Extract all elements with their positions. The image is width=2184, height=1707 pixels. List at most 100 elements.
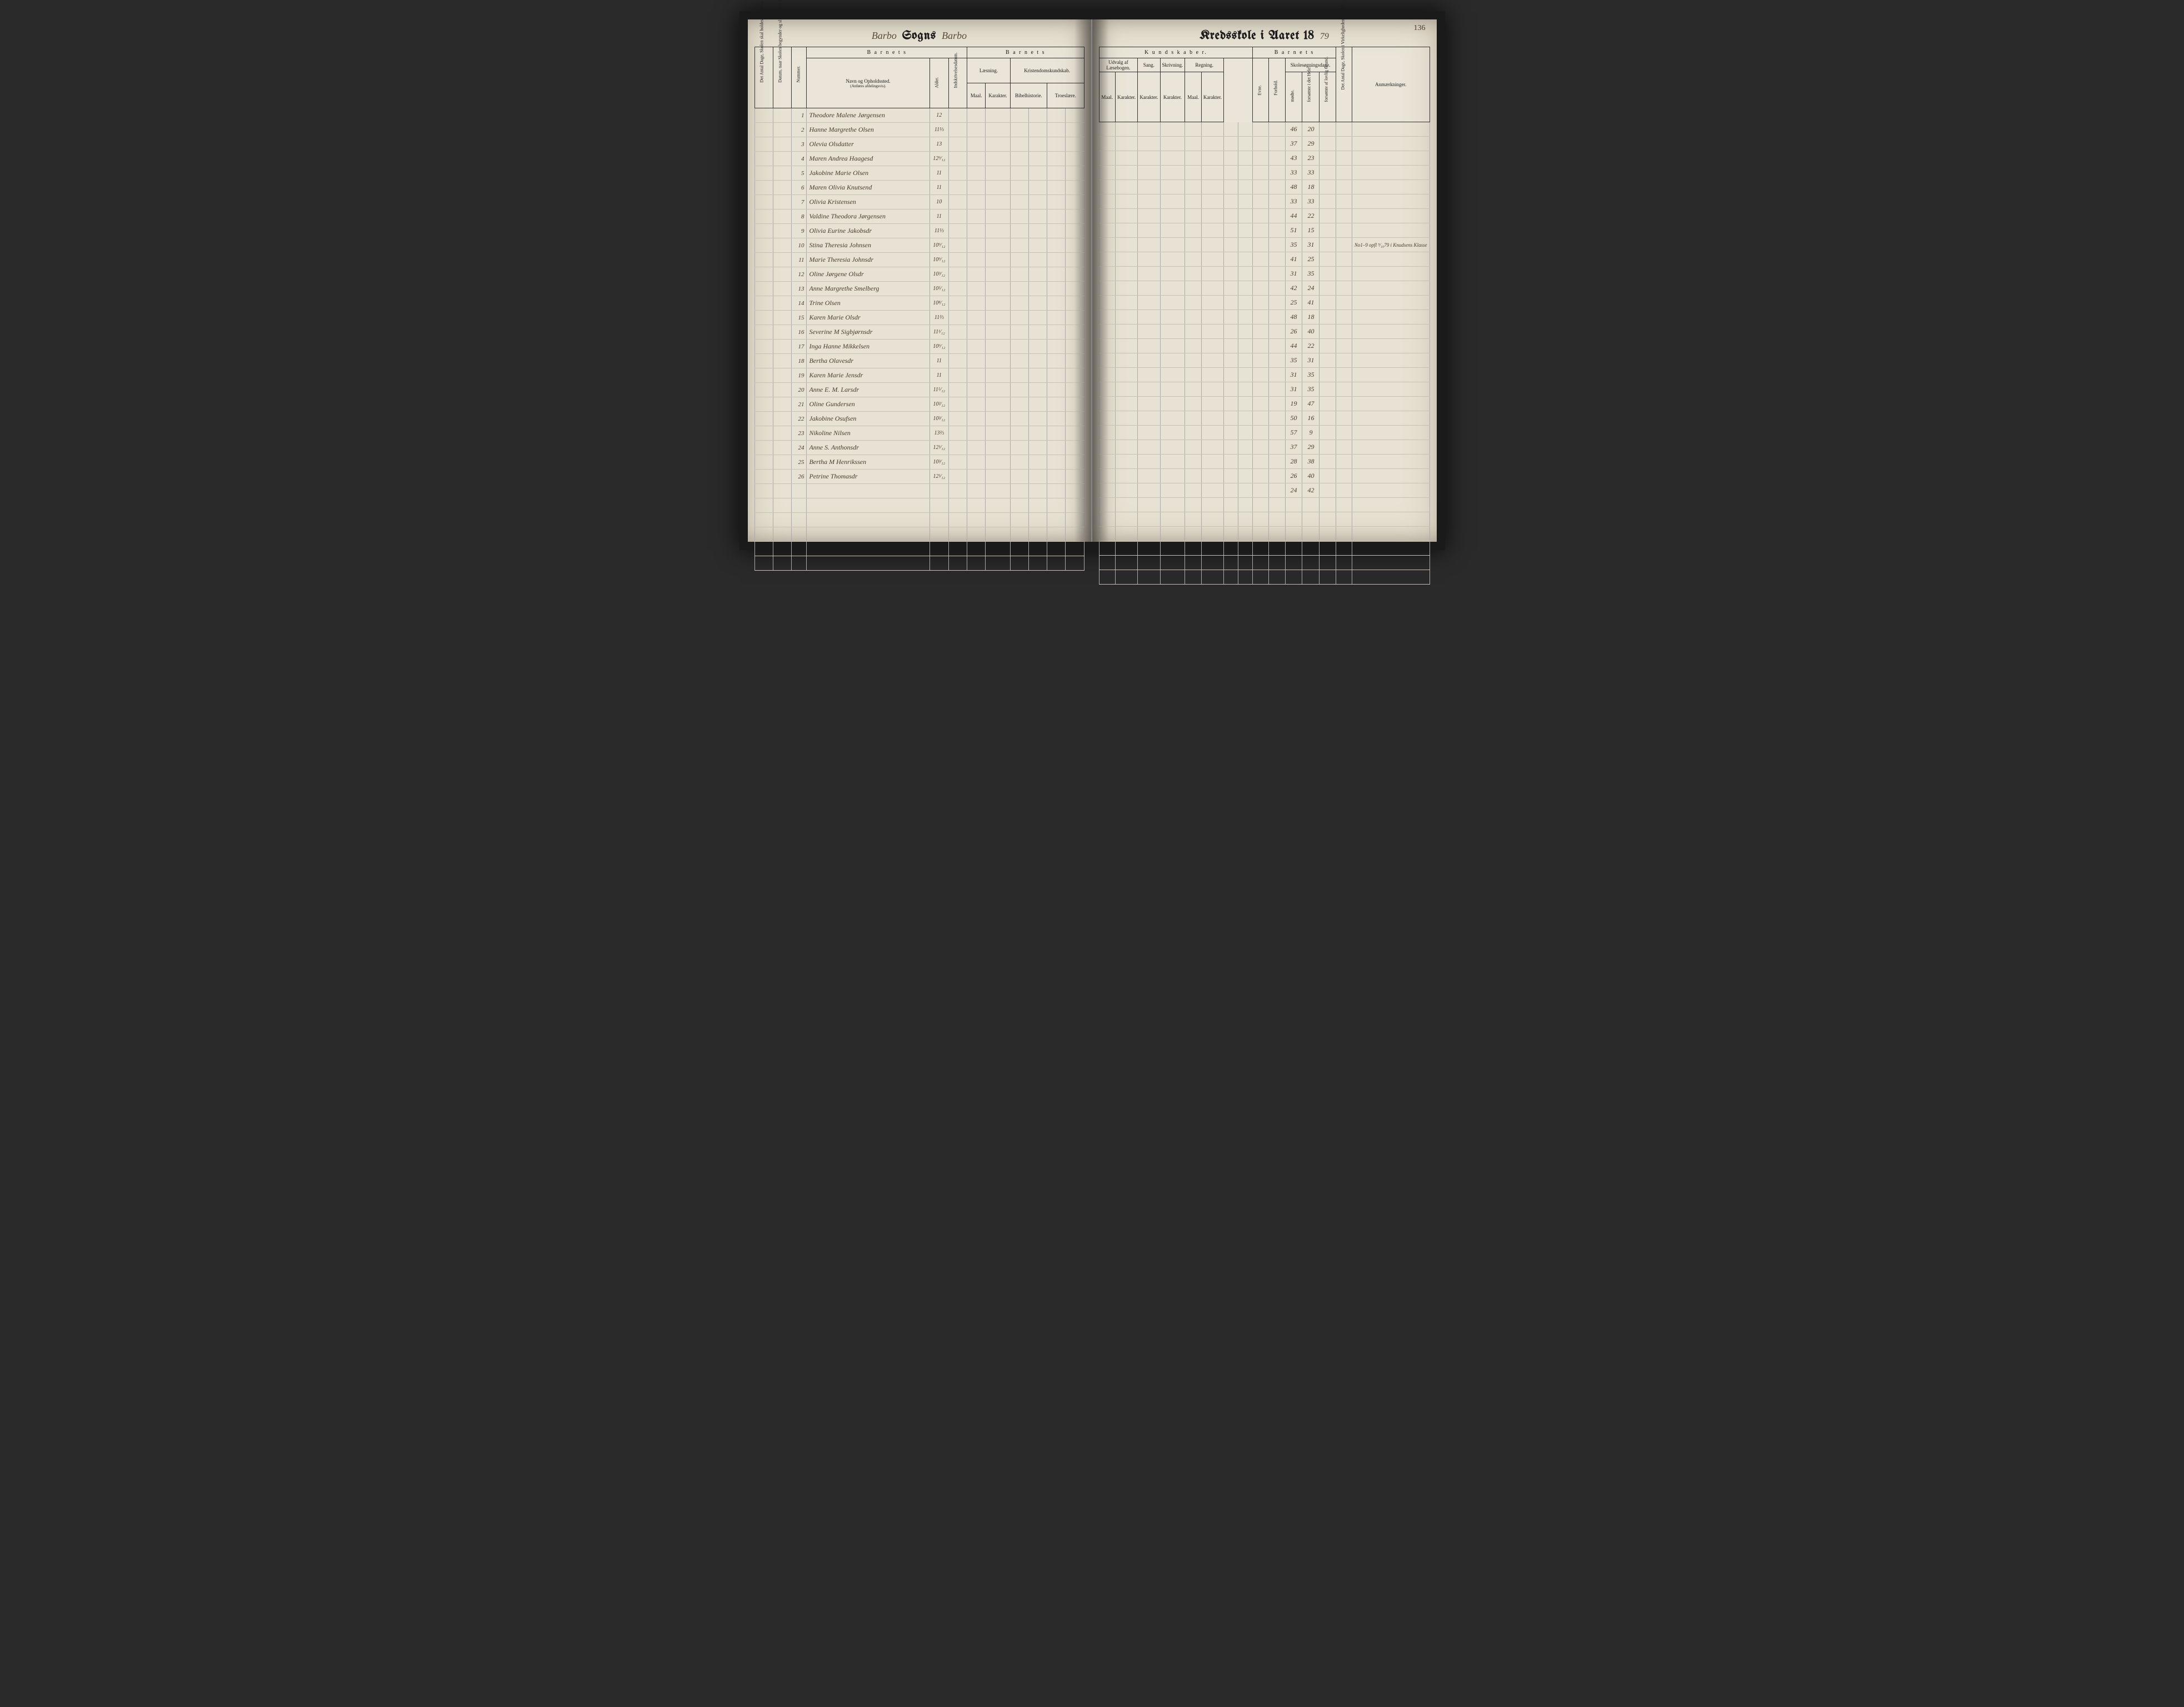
row-age: 10⁸⁄₁₂ bbox=[929, 296, 948, 311]
col-troes: Troeslære. bbox=[1047, 83, 1084, 108]
table-row: 1Theodore Malene Jørgensen12 bbox=[754, 108, 1084, 123]
row-modte: 48 bbox=[1285, 180, 1302, 194]
row-number: 14 bbox=[791, 296, 807, 311]
table-row: 1947 bbox=[1099, 397, 1430, 411]
row-name: Olevia Olsdatter bbox=[807, 137, 929, 152]
row-age: 11 bbox=[929, 209, 948, 224]
row-number: 13 bbox=[791, 282, 807, 296]
row-age: 11⅓ bbox=[929, 123, 948, 137]
table-row: 4422 bbox=[1099, 339, 1430, 353]
table-row: 25Bertha M Henrikssen10³⁄₁₂ bbox=[754, 455, 1084, 470]
row-remarks bbox=[1352, 382, 1430, 397]
table-row-empty bbox=[754, 513, 1084, 527]
row-remarks bbox=[1352, 325, 1430, 339]
table-row: 14Trine Olsen10⁸⁄₁₂ bbox=[754, 296, 1084, 311]
table-row-empty bbox=[754, 498, 1084, 513]
col-skriv-kar: Karakter. bbox=[1160, 72, 1185, 122]
row-name: Maren Olivia Knutsend bbox=[807, 181, 929, 195]
table-row: 3333 bbox=[1099, 194, 1430, 209]
table-row: 3531 bbox=[1099, 353, 1430, 368]
table-row-empty bbox=[1099, 498, 1430, 512]
row-number: 22 bbox=[791, 412, 807, 426]
row-age: 13 bbox=[929, 137, 948, 152]
row-number: 21 bbox=[791, 397, 807, 412]
header-year: 79 bbox=[1320, 32, 1329, 42]
table-row: 21Oline Gundersen10²⁄₁₂ bbox=[754, 397, 1084, 412]
row-number: 15 bbox=[791, 311, 807, 325]
table-row: 3135 bbox=[1099, 267, 1430, 281]
page-number: 136 bbox=[1414, 24, 1426, 33]
row-remarks bbox=[1352, 397, 1430, 411]
row-age: 11 bbox=[929, 368, 948, 383]
row-name: Petrine Thomasdr bbox=[807, 470, 929, 484]
row-name: Valdine Theodora Jørgensen bbox=[807, 209, 929, 224]
col-udvalg: Udvalg af Læsebogen. bbox=[1099, 58, 1138, 72]
table-row-empty bbox=[1099, 570, 1430, 585]
row-name: Stina Theresia Johnsen bbox=[807, 238, 929, 253]
row-modte: 41 bbox=[1285, 252, 1302, 267]
row-name: Maren Andrea Haagesd bbox=[807, 152, 929, 166]
row-number: 16 bbox=[791, 325, 807, 340]
row-age: 10⁹⁄₁₂ bbox=[929, 253, 948, 267]
row-modte: 25 bbox=[1285, 296, 1302, 310]
table-row: 4125 bbox=[1099, 252, 1430, 267]
table-row-empty bbox=[754, 527, 1084, 542]
table-row: 13Anne Margrethe Smelberg10⁵⁄₁₂ bbox=[754, 282, 1084, 296]
row-remarks bbox=[1352, 137, 1430, 151]
table-row: 18Bertha Olavesdr11 bbox=[754, 354, 1084, 368]
table-row: 5016 bbox=[1099, 411, 1430, 426]
row-age: 11 bbox=[929, 354, 948, 368]
row-forsomt: 41 bbox=[1302, 296, 1320, 310]
row-name: Jakobine Osufsen bbox=[807, 412, 929, 426]
right-tbody: 462037294323333348183333442251153531No1–… bbox=[1099, 122, 1430, 585]
col-dates: Datum, naar Skolen begynder og slutter h… bbox=[773, 47, 791, 108]
row-number: 6 bbox=[791, 181, 807, 195]
table-row: 2640 bbox=[1099, 469, 1430, 483]
row-number: 25 bbox=[791, 455, 807, 470]
row-age: 12 bbox=[929, 108, 948, 123]
row-forsomt: 24 bbox=[1302, 281, 1320, 296]
table-row: 3135 bbox=[1099, 382, 1430, 397]
table-row: 23Nikoline Nilsen13⅔ bbox=[754, 426, 1084, 441]
row-forsomt: 18 bbox=[1302, 180, 1320, 194]
col-reg-maal: Maal. bbox=[1185, 72, 1202, 122]
col-det-antal: Det Antal Dage, Skolen i Virkeligheden e… bbox=[1336, 47, 1352, 122]
col-sang: Sang. bbox=[1138, 58, 1160, 72]
table-row: 8Valdine Theodora Jørgensen11 bbox=[754, 209, 1084, 224]
row-remarks bbox=[1352, 483, 1430, 498]
col-evne: Evne. bbox=[1253, 58, 1269, 122]
row-modte: 26 bbox=[1285, 469, 1302, 483]
row-age: 10⁵⁄₁₂ bbox=[929, 282, 948, 296]
row-remarks bbox=[1352, 209, 1430, 223]
row-modte: 44 bbox=[1285, 339, 1302, 353]
table-row: 4620 bbox=[1099, 122, 1430, 137]
row-forsomt: 35 bbox=[1302, 267, 1320, 281]
row-remarks bbox=[1352, 469, 1430, 483]
row-age: 11⅔ bbox=[929, 311, 948, 325]
col-laes-kar: Karakter. bbox=[986, 83, 1010, 108]
table-row: 2640 bbox=[1099, 325, 1430, 339]
row-name: Marie Theresia Johnsdr bbox=[807, 253, 929, 267]
table-row: 3729 bbox=[1099, 440, 1430, 455]
row-number: 9 bbox=[791, 224, 807, 238]
row-remarks bbox=[1352, 440, 1430, 455]
row-forsomt: 25 bbox=[1302, 252, 1320, 267]
table-row: 3729 bbox=[1099, 137, 1430, 151]
row-age: 10⁹⁄₁₂ bbox=[929, 340, 948, 354]
row-name: Anne E. M. Larsdr bbox=[807, 383, 929, 397]
row-remarks bbox=[1352, 281, 1430, 296]
table-row: 26Petrine Thomasdr12¹⁄₁₂ bbox=[754, 470, 1084, 484]
row-modte: 43 bbox=[1285, 151, 1302, 166]
row-remarks bbox=[1352, 151, 1430, 166]
table-row: 17Inga Hanne Mikkelsen10⁹⁄₁₂ bbox=[754, 340, 1084, 354]
row-forsomt: 29 bbox=[1302, 440, 1320, 455]
table-row-empty bbox=[1099, 541, 1430, 556]
row-number: 11 bbox=[791, 253, 807, 267]
row-age: 10 bbox=[929, 195, 948, 209]
row-age: 12¹⁄₁₂ bbox=[929, 470, 948, 484]
row-modte: 48 bbox=[1285, 310, 1302, 325]
row-remarks bbox=[1352, 353, 1430, 368]
row-remarks bbox=[1352, 368, 1430, 382]
row-remarks bbox=[1352, 267, 1430, 281]
row-remarks: No1–9 opfl ⁹⁄₁₀79 i Knudsens Klasse bbox=[1352, 238, 1430, 252]
